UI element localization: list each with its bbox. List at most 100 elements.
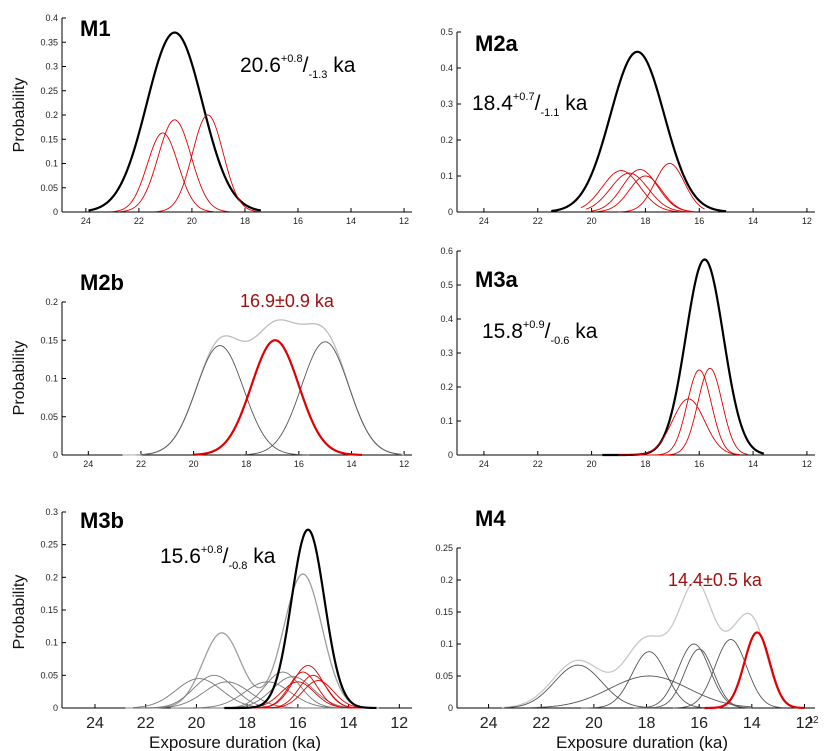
age-annotation: 14.4±0.5 ka bbox=[668, 570, 763, 590]
x-tick-label: 12 bbox=[399, 216, 409, 226]
panel-m2b: 0 0.05 0.1 0.15 0.2 24 22 20 18 16 14 12 M2b 16.9±0.9… bbox=[11, 270, 412, 469]
annotation-base: 15.8 bbox=[482, 320, 523, 343]
x-tick-label: 24 bbox=[479, 216, 489, 226]
y-tick-label: 0.2 bbox=[45, 110, 58, 120]
curve-component-3 bbox=[154, 114, 261, 213]
x-tick-label: 22 bbox=[532, 715, 550, 732]
annotation-unit: ka bbox=[327, 54, 355, 77]
annotation-unit: ka bbox=[247, 545, 275, 568]
annotation-base: 18.4 bbox=[472, 92, 513, 115]
x-tick-label: 22 bbox=[134, 216, 144, 226]
x-tick-label: 24 bbox=[480, 715, 498, 732]
panel-m1: 0 0.05 0.1 0.15 0.2 0.25 0.3 0.35 0.4 24 22 20 18 16 1… bbox=[11, 13, 412, 226]
y-tick-label: 0.05 bbox=[40, 670, 58, 680]
curve-component-4 bbox=[633, 643, 752, 709]
curve-component-1 bbox=[109, 132, 216, 213]
curve-component-2 bbox=[120, 119, 230, 213]
x-tick-label: 18 bbox=[638, 715, 656, 732]
panel-title: M3a bbox=[475, 267, 519, 292]
y-tick-label: 0.4 bbox=[440, 314, 453, 324]
curve-summary-0 bbox=[550, 50, 727, 213]
curve-component-1 bbox=[132, 678, 349, 709]
curve-component-10 bbox=[247, 680, 374, 709]
y-tick-label: 0.3 bbox=[45, 62, 58, 72]
y-tick-label: 0.1 bbox=[440, 416, 453, 426]
curve-envelope-0 bbox=[125, 573, 380, 709]
y-tick-label: 0.15 bbox=[40, 335, 58, 345]
curve-envelope-0 bbox=[501, 580, 805, 709]
curve-component-3 bbox=[645, 367, 748, 456]
y-tick-label: 0.1 bbox=[440, 171, 453, 181]
x-tick-label: 18 bbox=[238, 715, 256, 732]
annotation-plus: +0.8 bbox=[201, 544, 223, 556]
x-tick-label: 18 bbox=[640, 459, 650, 469]
x-axis-label: Exposure duration (ka) bbox=[149, 733, 321, 751]
curve-component-1 bbox=[140, 345, 310, 456]
annotation-plus: +0.8 bbox=[281, 53, 303, 65]
y-tick-label: 0 bbox=[53, 703, 58, 713]
panel-title: M3b bbox=[80, 508, 124, 533]
panel-m3b: 0 0.05 0.1 0.15 0.2 0.25 0.3 24 22 20 18 16 14 12 M3b 1… bbox=[11, 507, 412, 751]
curve-component-1 bbox=[618, 398, 740, 456]
y-tick-label: 0.4 bbox=[45, 13, 58, 23]
curve-highlight-3 bbox=[193, 339, 363, 456]
annotation-unit: ka bbox=[559, 92, 587, 115]
curve-component-6 bbox=[672, 639, 784, 709]
x-axis-label: Exposure duration (ka) bbox=[556, 733, 728, 751]
curve-component-5 bbox=[638, 648, 752, 709]
x-tick-label: 14 bbox=[340, 715, 358, 732]
x-tick-label: 18 bbox=[640, 216, 650, 226]
x-tick-label: 20 bbox=[188, 715, 206, 732]
panel-title: M4 bbox=[475, 506, 506, 531]
x-tick-label: 22 bbox=[137, 715, 155, 732]
x-tick-label-overflow: 12 bbox=[807, 715, 819, 726]
panel-m2a: 0 0.1 0.2 0.3 0.4 0.5 24 22 20 18 16 14 12 M2a 18.4+0.… bbox=[440, 27, 815, 226]
x-tick-label: 20 bbox=[585, 715, 603, 732]
annotation-minus: -1.1 bbox=[540, 107, 559, 119]
x-tick-label: 14 bbox=[346, 459, 356, 469]
x-tick-label: 24 bbox=[81, 216, 91, 226]
x-tick-label: 16 bbox=[694, 216, 704, 226]
y-tick-label: 0.35 bbox=[40, 37, 58, 47]
x-tick-label: 18 bbox=[241, 459, 251, 469]
panel-title: M2a bbox=[475, 31, 519, 56]
y-tick-label: 0.15 bbox=[435, 607, 453, 617]
panel-m3a: 0 0.1 0.2 0.3 0.4 0.5 0.6 24 22 20 18 16 14 12 M3a 15.8… bbox=[440, 246, 815, 469]
x-tick-label: 14 bbox=[743, 715, 761, 732]
x-tick-label: 16 bbox=[694, 459, 704, 469]
y-tick-label: 0.25 bbox=[435, 543, 453, 553]
curve-component-1 bbox=[580, 170, 694, 213]
panel-title: M1 bbox=[80, 16, 111, 41]
annotation-minus: -0.6 bbox=[550, 335, 569, 347]
y-tick-label: 0.3 bbox=[440, 99, 453, 109]
curve-component-1 bbox=[504, 664, 660, 709]
y-tick-label: 0.2 bbox=[440, 575, 453, 585]
curve-component-3 bbox=[591, 169, 694, 213]
annotation-slash: / bbox=[535, 92, 541, 115]
age-annotation: 15.8+0.9/-0.6 ka bbox=[482, 319, 598, 347]
y-tick-label: 0 bbox=[448, 703, 453, 713]
x-tick-label: 24 bbox=[83, 459, 93, 469]
curve-component-3 bbox=[580, 651, 705, 709]
x-tick-label: 20 bbox=[587, 216, 597, 226]
x-tick-label: 14 bbox=[748, 459, 758, 469]
y-tick-label: 0 bbox=[448, 207, 453, 217]
y-tick-label: 0.2 bbox=[45, 297, 58, 307]
y-tick-label: 0.1 bbox=[45, 374, 58, 384]
curve-component-5 bbox=[196, 671, 374, 709]
x-tick-label: 16 bbox=[294, 459, 304, 469]
x-tick-label: 20 bbox=[587, 459, 597, 469]
curve-component-3 bbox=[133, 681, 349, 709]
x-tick-label: 20 bbox=[187, 216, 197, 226]
curve-component-4 bbox=[596, 175, 694, 213]
curve-component-9 bbox=[247, 674, 374, 709]
x-tick-label: 14 bbox=[748, 216, 758, 226]
x-tick-label: 16 bbox=[690, 715, 708, 732]
curve-component-5 bbox=[618, 162, 705, 213]
y-tick-label: 0.05 bbox=[40, 183, 58, 193]
annotation-plus: +0.7 bbox=[513, 91, 535, 103]
panel-title: M2b bbox=[80, 270, 124, 295]
x-tick-label: 12 bbox=[802, 459, 812, 469]
